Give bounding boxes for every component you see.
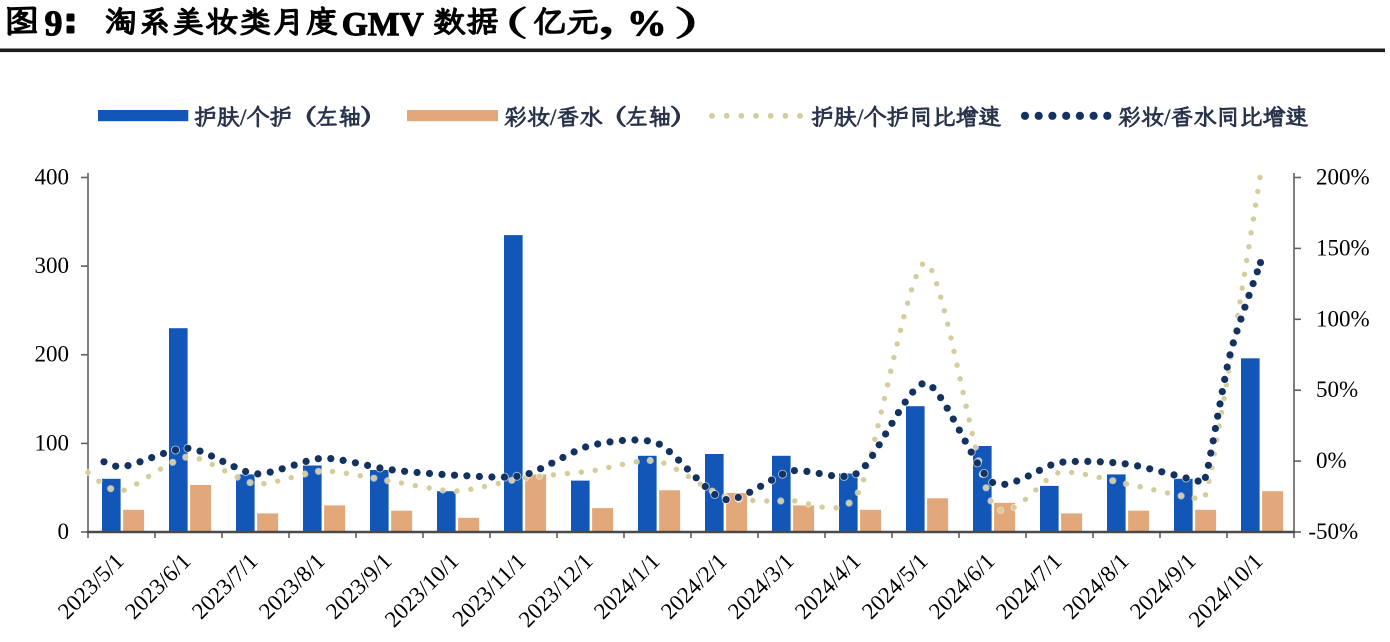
svg-text:100%: 100% bbox=[1316, 306, 1370, 331]
svg-text:150%: 150% bbox=[1316, 235, 1370, 260]
svg-text:400: 400 bbox=[35, 164, 70, 189]
svg-text:-50%: -50% bbox=[1308, 519, 1358, 544]
svg-text:200: 200 bbox=[35, 342, 70, 367]
svg-text:50%: 50% bbox=[1316, 377, 1358, 402]
svg-text:200%: 200% bbox=[1316, 165, 1370, 190]
svg-text:0: 0 bbox=[58, 519, 70, 544]
svg-text:100: 100 bbox=[35, 430, 70, 455]
svg-text:300: 300 bbox=[35, 253, 70, 278]
svg-text:0%: 0% bbox=[1316, 448, 1347, 473]
